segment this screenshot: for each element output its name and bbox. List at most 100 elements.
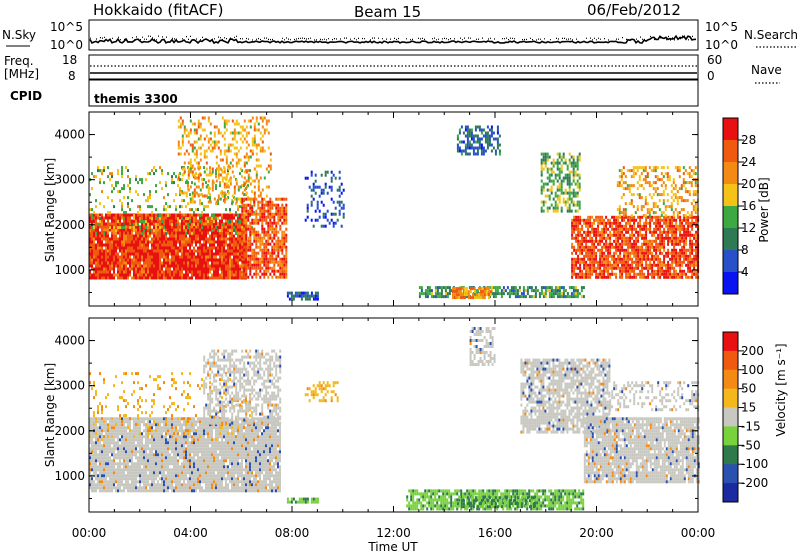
- scatter-cell: [601, 236, 604, 240]
- scatter-cell: [95, 175, 97, 179]
- scatter-cell: [536, 289, 539, 293]
- scatter-cell: [693, 248, 696, 252]
- scatter-cell: [621, 233, 624, 237]
- scatter-cell: [195, 276, 197, 280]
- scatter-cell: [673, 224, 676, 228]
- scatter-cell: [157, 243, 159, 247]
- scatter-cell: [207, 276, 209, 280]
- scatter-cell: [579, 233, 582, 237]
- scatter-cell: [215, 270, 217, 274]
- scatter-cell: [571, 227, 574, 231]
- scatter-cell: [640, 184, 643, 188]
- scatter-cell: [577, 215, 580, 219]
- scatter-cell: [173, 234, 175, 238]
- scatter-cell: [691, 251, 694, 255]
- scatter-cell: [105, 243, 107, 247]
- scatter-cell: [654, 166, 657, 170]
- scatter-cell: [117, 237, 119, 241]
- scatter-cell: [267, 221, 270, 225]
- scatter-cell: [143, 270, 145, 274]
- scatter-cell: [599, 263, 602, 267]
- scatter-cell: [113, 258, 115, 262]
- scatter-cell: [629, 224, 632, 228]
- scatter-cell: [607, 236, 610, 240]
- scatter-cell: [589, 275, 592, 279]
- scatter-cell: [245, 272, 248, 276]
- scatter-cell: [117, 273, 119, 277]
- scatter-cell: [251, 116, 254, 120]
- scatter-cell: [141, 243, 143, 247]
- scatter-cell: [255, 146, 258, 150]
- scatter-cell: [99, 270, 101, 274]
- scatter-cell: [658, 199, 661, 203]
- scatter-cell: [281, 212, 284, 216]
- scatter-cell: [475, 293, 478, 297]
- scatter-cell: [662, 211, 665, 215]
- scatter-cell: [181, 246, 183, 250]
- scatter-cell: [223, 149, 226, 153]
- scatter-cell: [255, 215, 258, 219]
- scatter-cell: [641, 260, 644, 264]
- scatter-cell: [123, 226, 125, 230]
- scatter-cell: [253, 260, 256, 264]
- scatter-cell: [113, 229, 115, 233]
- scatter-cell: [231, 234, 233, 238]
- scatter-cell: [89, 193, 91, 197]
- scatter-cell: [679, 275, 682, 279]
- scatter-cell: [189, 225, 191, 229]
- scatter-cell: [622, 181, 625, 185]
- scatter-cell: [671, 230, 674, 234]
- scatter-cell: [203, 208, 205, 212]
- scatter-cell: [253, 230, 256, 234]
- scatter-cell: [579, 251, 582, 255]
- scatter-cell: [207, 258, 209, 262]
- scatter-cell: [478, 146, 481, 150]
- scatter-cell: [426, 295, 429, 299]
- scatter-cell: [574, 286, 577, 290]
- scatter-cell: [247, 184, 249, 188]
- scatter-cell: [261, 146, 264, 150]
- scatter-cell: [241, 275, 244, 279]
- scatter-cell: [227, 225, 229, 229]
- scatter-cell: [137, 252, 139, 256]
- scatter-cell: [324, 185, 327, 189]
- scatter-cell: [173, 276, 175, 280]
- scatter-cell: [669, 227, 672, 231]
- scatter-cell: [183, 167, 186, 171]
- scatter-cell: [151, 252, 153, 256]
- scatter-cell: [205, 173, 208, 177]
- scatter-cell: [478, 143, 481, 147]
- scatter-cell: [564, 203, 567, 207]
- scatter-cell: [575, 218, 578, 222]
- scatter-cell: [131, 261, 133, 265]
- scatter-cell: [243, 137, 246, 141]
- scatter-cell: [646, 175, 649, 179]
- scatter-cell: [241, 140, 244, 144]
- scatter-cell: [119, 258, 121, 262]
- scatter-cell: [97, 213, 99, 217]
- scatter-cell: [273, 242, 276, 246]
- scatter-cell: [213, 264, 215, 268]
- scatter-cell: [185, 273, 187, 277]
- scatter-cell: [568, 197, 571, 201]
- scatter-cell: [591, 230, 594, 234]
- scatter-cell: [526, 289, 529, 293]
- scatter-cell: [147, 267, 149, 271]
- scatter-cell: [640, 172, 643, 176]
- scatter-cell: [205, 149, 208, 153]
- scatter-cell: [141, 213, 143, 217]
- scatter-cell: [281, 209, 284, 213]
- scatter-cell: [213, 231, 215, 235]
- scatter-cell: [239, 200, 242, 204]
- scatter-cell: [597, 266, 600, 270]
- scatter-cell: [217, 223, 219, 227]
- scatter-cell: [546, 155, 549, 159]
- scatter-cell: [330, 179, 333, 183]
- scatter-cell: [651, 230, 654, 234]
- scatter-cell: [179, 213, 181, 217]
- scatter-cell: [117, 243, 119, 247]
- scatter-cell: [181, 270, 183, 274]
- scatter-cell: [639, 245, 642, 249]
- scatter-cell: [169, 240, 171, 244]
- scatter-cell: [207, 146, 210, 150]
